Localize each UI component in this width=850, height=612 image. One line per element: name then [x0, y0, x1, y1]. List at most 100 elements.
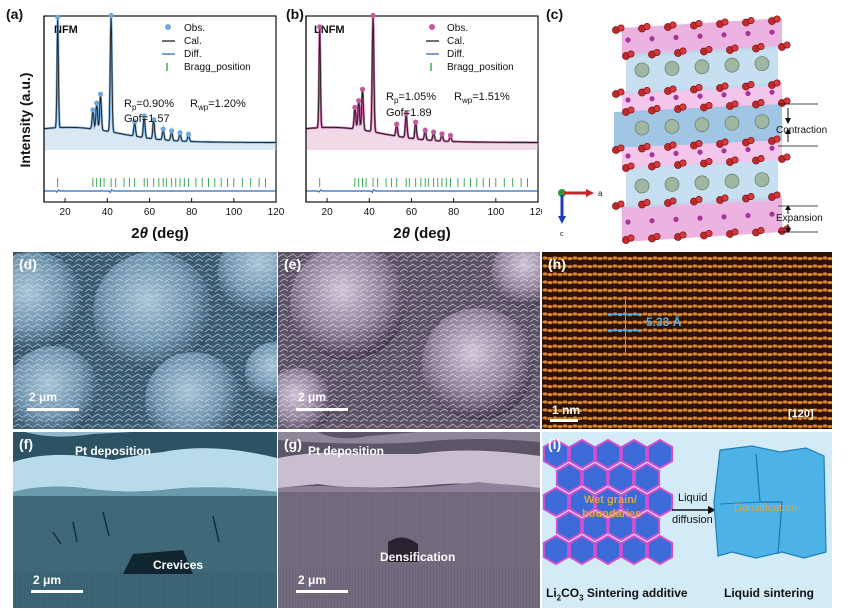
- lattice-dot: [717, 345, 723, 349]
- lattice-dot: [777, 305, 783, 309]
- lattice-dot: [717, 305, 723, 309]
- lattice-dot: [552, 328, 558, 332]
- lattice-dot: [582, 344, 588, 348]
- observed-fill: [44, 16, 276, 151]
- lattice-dot: [717, 329, 723, 333]
- lattice-dot: [807, 361, 813, 365]
- lattice-dot: [772, 376, 778, 380]
- lattice-dot: [607, 345, 613, 349]
- lattice-dot: [697, 273, 703, 277]
- lattice-dot: [662, 272, 668, 276]
- lattice-dot: [612, 368, 618, 372]
- lattice-dot: [607, 409, 613, 413]
- lattice-dot: [732, 352, 738, 356]
- lattice-dot: [597, 265, 603, 269]
- lattice-dot: [542, 264, 548, 268]
- lattice-dot: [647, 369, 653, 373]
- transition-metal-atom: [649, 96, 655, 102]
- lattice-dot: [662, 312, 668, 316]
- lattice-dot: [622, 400, 628, 404]
- lattice-dot: [642, 272, 648, 276]
- lattice-dot: [727, 257, 733, 261]
- lattice-dot: [582, 328, 588, 332]
- grain-hexagon: [620, 534, 648, 566]
- lattice-dot: [737, 369, 743, 373]
- lattice-dot: [677, 305, 683, 309]
- y-axis-label: Intensity (a.u.): [17, 73, 33, 168]
- lattice-dot: [552, 344, 558, 348]
- lattice-dot: [727, 377, 733, 381]
- lattice-dot: [637, 297, 643, 301]
- lattice-dot: [662, 384, 668, 388]
- lattice-dot: [727, 369, 733, 373]
- lattice-dot: [627, 297, 633, 301]
- lattice-dot: [677, 369, 683, 373]
- axis-c-label: c: [560, 231, 564, 238]
- lattice-dot: [747, 385, 753, 389]
- lattice-dot: [607, 361, 613, 365]
- lattice-dot: [657, 289, 663, 293]
- lattice-dot: [622, 416, 628, 420]
- panel-f: (f) Pt deposition Crevices 2 μm: [13, 432, 277, 608]
- oxygen-atom: [721, 138, 729, 146]
- lattice-dot: [807, 377, 813, 381]
- lattice-dot: [797, 305, 803, 309]
- lattice-dot: [677, 417, 683, 421]
- lattice-dot: [797, 297, 803, 301]
- lattice-dot: [807, 265, 813, 269]
- lattice-dot: [647, 305, 653, 309]
- lattice-dot: [797, 281, 803, 285]
- lattice-dot: [772, 416, 778, 420]
- lattice-dot: [682, 288, 688, 292]
- oxygen-atom: [705, 102, 713, 110]
- lattice-dot: [547, 281, 553, 285]
- lattice-dot: [682, 304, 688, 308]
- pt-deposition-label: Pt deposition: [308, 444, 384, 458]
- lattice-dot: [712, 296, 718, 300]
- lattice-dot: [587, 401, 593, 405]
- lattice-dot: [757, 313, 763, 317]
- lattice-dot: [697, 369, 703, 373]
- lattice-dot: [777, 289, 783, 293]
- lattice-dot: [687, 377, 693, 381]
- lattice-dot: [772, 280, 778, 284]
- lattice-dot: [682, 376, 688, 380]
- lattice-dot: [752, 312, 758, 316]
- lattice-dot: [802, 344, 808, 348]
- lattice-dot: [597, 369, 603, 373]
- lattice-dot: [567, 337, 573, 341]
- lattice-dot: [712, 360, 718, 364]
- lattice-dot: [617, 425, 623, 429]
- lattice-dot: [792, 344, 798, 348]
- oxygen-atom: [669, 85, 677, 93]
- lattice-dot: [547, 353, 553, 357]
- lattice-dot: [752, 288, 758, 292]
- lattice-dot: [617, 393, 623, 397]
- lattice-dot: [602, 312, 608, 316]
- lattice-dot: [682, 312, 688, 316]
- lattice-dot: [662, 416, 668, 420]
- lattice-dot: [752, 392, 758, 396]
- lattice-dot: [757, 345, 763, 349]
- lattice-dot: [647, 297, 653, 301]
- lattice-dot: [587, 385, 593, 389]
- lattice-dot: [797, 313, 803, 317]
- lattice-dot: [732, 272, 738, 276]
- lattice-dot: [692, 272, 698, 276]
- transition-metal-atom: [745, 90, 751, 97]
- lattice-dot: [787, 417, 793, 421]
- lattice-dot: [612, 320, 618, 324]
- lattice-dot: [767, 409, 773, 413]
- lattice-dot: [772, 296, 778, 300]
- lattice-dot: [777, 297, 783, 301]
- lattice-dot: [717, 401, 723, 405]
- lattice-dot: [617, 273, 623, 277]
- lattice-dot: [792, 392, 798, 396]
- lattice-dot: [632, 264, 638, 268]
- panel-a: (a) NFM Intensity (a.u.) 2θ (deg) 20 40 60…: [0, 0, 285, 250]
- lattice-dot: [827, 297, 832, 301]
- lattice-dot: [797, 393, 803, 397]
- lattice-dot: [742, 304, 748, 308]
- oxygen-atom: [643, 87, 651, 95]
- lattice-dot: [692, 408, 698, 412]
